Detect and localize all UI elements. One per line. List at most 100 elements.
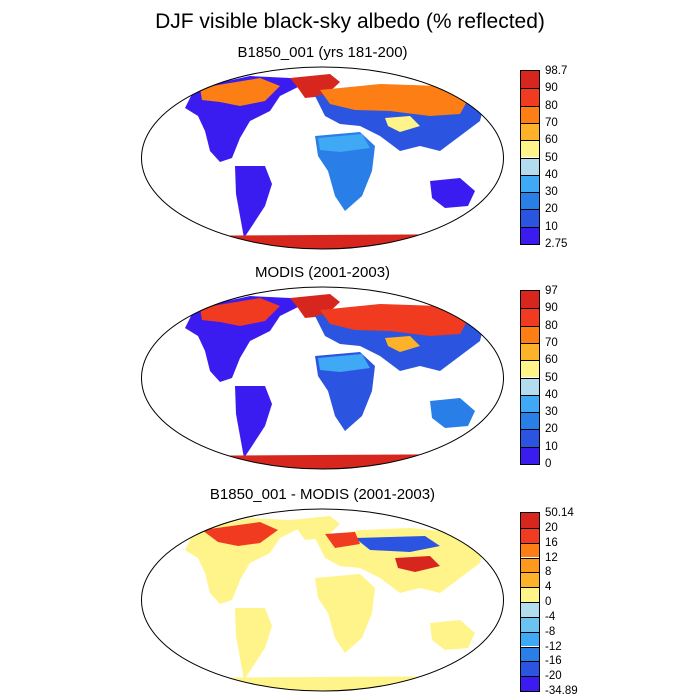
colorbar-segment bbox=[521, 587, 539, 602]
australia-landmass bbox=[430, 620, 475, 650]
colorbar-label: 30 bbox=[545, 406, 558, 419]
colorbar-label: 40 bbox=[545, 168, 558, 181]
eurasia-negative-anomaly bbox=[355, 536, 440, 552]
colorbar-label: 50 bbox=[545, 151, 558, 164]
colorbar-label: 70 bbox=[545, 116, 558, 129]
colorbar-label: -34.89 bbox=[545, 685, 578, 697]
colorbar-label: 90 bbox=[545, 302, 558, 315]
colorbar-label: 50 bbox=[545, 371, 558, 384]
colorbar-box bbox=[520, 512, 540, 692]
colorbar-segment bbox=[521, 105, 539, 123]
colorbar-segment bbox=[521, 513, 539, 528]
colorbar-box bbox=[520, 290, 540, 465]
colorbar-label: -20 bbox=[545, 670, 562, 683]
colorbar-segment bbox=[521, 527, 539, 543]
colorbar-segment bbox=[521, 646, 539, 662]
colorbar-label: 70 bbox=[545, 336, 558, 349]
figure-title: DJF visible black-sky albedo (% reflecte… bbox=[155, 10, 545, 33]
colorbar-segment bbox=[521, 446, 539, 464]
colorbar: 98.7 90 80 70 60 50 40 30 20 10 2.75 bbox=[520, 65, 580, 250]
colorbar-label: 30 bbox=[545, 186, 558, 199]
north-america-snow bbox=[200, 78, 280, 106]
colorbar-segment bbox=[521, 542, 539, 558]
north-america-landmass bbox=[185, 518, 300, 604]
sahara bbox=[318, 354, 370, 372]
eurasia-positive-anomaly bbox=[325, 532, 360, 548]
panel-modis: MODIS (2001-2003) 97 90 80 70 60 50 40 30 20 10 0 bbox=[0, 264, 700, 486]
panel-title: B1850_001 - MODIS (2001-2003) bbox=[209, 486, 436, 503]
colorbar-label: -16 bbox=[545, 655, 562, 668]
colorbar-segment bbox=[521, 412, 539, 430]
tibet-snow bbox=[385, 116, 420, 132]
colorbar-segment bbox=[521, 157, 539, 175]
colorbar-segment bbox=[521, 192, 539, 210]
colorbar-segment bbox=[521, 360, 539, 378]
colorbar-label: -8 bbox=[545, 625, 556, 638]
africa-landmass bbox=[315, 352, 375, 431]
antarctica-landmass bbox=[141, 454, 504, 469]
colorbar-segment bbox=[521, 226, 539, 244]
colorbar-label: 60 bbox=[545, 134, 558, 147]
colorbar-segment bbox=[521, 602, 539, 617]
colorbar-label: -12 bbox=[545, 640, 562, 653]
colorbar-segment bbox=[521, 631, 539, 647]
asia-positive-anomaly bbox=[395, 556, 440, 572]
colorbar-segment bbox=[521, 616, 539, 632]
colorbar: 97 90 80 70 60 50 40 30 20 10 0 bbox=[520, 285, 580, 470]
colorbar-segment bbox=[521, 88, 539, 106]
colorbar-label: 20 bbox=[545, 203, 558, 216]
antarctica-landmass bbox=[141, 234, 504, 249]
colorbar-label: 4 bbox=[545, 581, 552, 594]
colorbar-label: 50.14 bbox=[545, 507, 574, 519]
world-map-difference bbox=[141, 508, 504, 692]
australia-landmass bbox=[430, 398, 475, 428]
antarctica-landmass bbox=[141, 676, 504, 691]
colorbar-label: 20 bbox=[545, 521, 558, 534]
colorbar-label: 0 bbox=[545, 596, 552, 608]
africa-landmass bbox=[315, 574, 375, 653]
colorbar-segment bbox=[521, 71, 539, 89]
colorbar-label: 8 bbox=[545, 566, 552, 579]
colorbar-label: 10 bbox=[545, 220, 558, 233]
colorbar-label: 16 bbox=[545, 536, 558, 549]
colorbar-segment bbox=[521, 174, 539, 193]
colorbar-label: -4 bbox=[545, 610, 556, 623]
south-america-landmass bbox=[235, 608, 272, 680]
colorbar-label: 60 bbox=[545, 354, 558, 367]
eurasia-snow bbox=[320, 304, 470, 336]
colorbar-label: 12 bbox=[545, 551, 558, 564]
tibet-snow bbox=[385, 336, 420, 352]
colorbar-segment bbox=[521, 394, 539, 413]
colorbar-segment bbox=[521, 209, 539, 227]
australia-landmass bbox=[430, 178, 475, 208]
colorbar-segment bbox=[521, 122, 539, 141]
colorbar-segment bbox=[521, 308, 539, 326]
colorbar-segment bbox=[521, 377, 539, 395]
colorbar-segment bbox=[521, 429, 539, 447]
south-america-landmass bbox=[235, 166, 272, 238]
colorbar-label: 40 bbox=[545, 388, 558, 401]
colorbar-label: 0 bbox=[545, 458, 552, 470]
colorbar-label: 90 bbox=[545, 82, 558, 95]
colorbar-label: 10 bbox=[545, 440, 558, 453]
colorbar-box bbox=[520, 70, 540, 245]
colorbar-label: 80 bbox=[545, 99, 558, 112]
colorbar-segment bbox=[521, 342, 539, 361]
colorbar-segment bbox=[521, 676, 539, 691]
colorbar-label: 20 bbox=[545, 423, 558, 436]
panel-difference: B1850_001 - MODIS (2001-2003) 50.14 20 16 1… bbox=[0, 486, 700, 700]
colorbar-label: 2.75 bbox=[545, 238, 568, 250]
colorbar-segment bbox=[521, 661, 539, 677]
north-america-anomaly bbox=[202, 522, 278, 546]
panel-title: MODIS (2001-2003) bbox=[254, 264, 391, 281]
colorbar-label: 98.7 bbox=[545, 65, 568, 77]
africa-landmass bbox=[315, 132, 375, 211]
panel-model: B1850_001 (yrs 181-200) 98.7 90 80 70 60 50 40… bbox=[0, 44, 700, 266]
colorbar-segment bbox=[521, 140, 539, 158]
colorbar: 50.14 20 16 12 8 4 0 -4 -8 -12 -16 -20 -34.89 bbox=[520, 507, 580, 697]
colorbar-label: 97 bbox=[545, 285, 558, 297]
panel-title: B1850_001 (yrs 181-200) bbox=[237, 44, 408, 61]
sahara bbox=[318, 134, 370, 152]
colorbar-segment bbox=[521, 572, 539, 588]
colorbar-segment bbox=[521, 557, 539, 573]
